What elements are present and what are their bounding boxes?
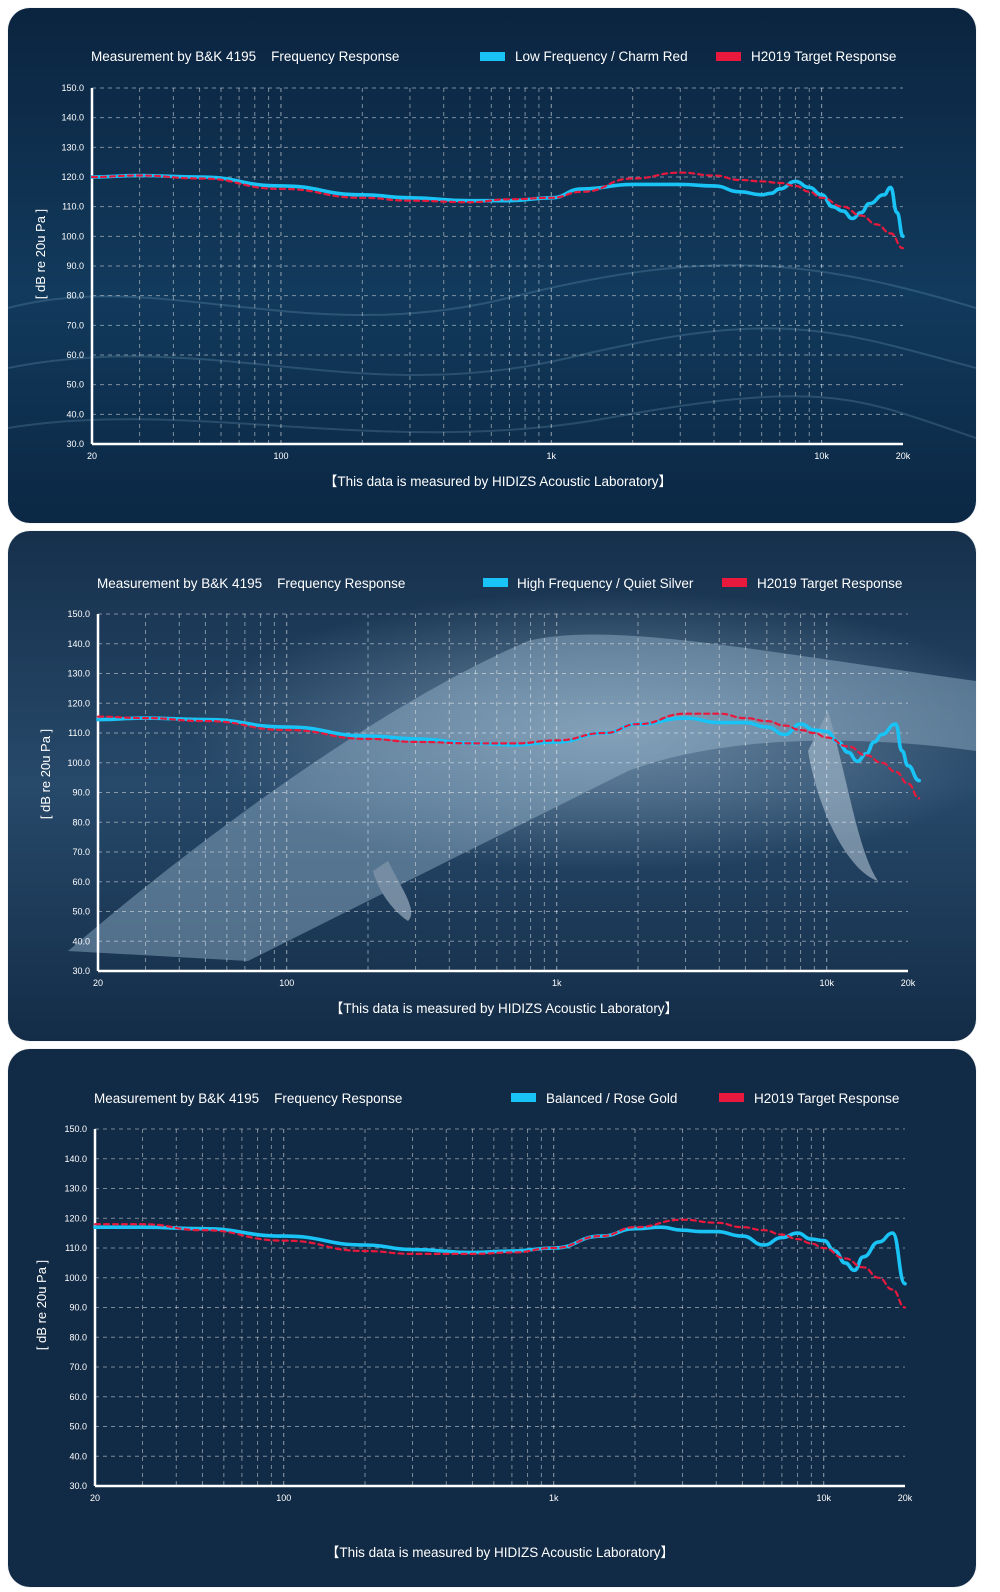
x-tick-label: 20 xyxy=(87,451,97,461)
y-tick-label: 100.0 xyxy=(67,758,90,768)
chart-panel-1: Measurement by B&K 4195 Frequency Respon… xyxy=(8,8,976,523)
y-tick-label: 40.0 xyxy=(66,409,84,419)
x-tick-label: 20k xyxy=(896,451,911,461)
footer-note: 【This data is measured by HIDIZS Acousti… xyxy=(330,1001,678,1016)
legend-swatch-measured xyxy=(511,1093,536,1102)
legend-label-measured: Low Frequency / Charm Red xyxy=(515,49,688,64)
x-tick-label: 10k xyxy=(819,978,834,988)
x-tick-label: 100 xyxy=(279,978,294,988)
x-tick-label: 20 xyxy=(93,978,103,988)
y-tick-label: 90.0 xyxy=(66,261,84,271)
target-response-line xyxy=(90,171,905,250)
x-tick-label: 1k xyxy=(552,978,562,988)
y-tick-label: 110.0 xyxy=(68,728,90,738)
chart-title: Measurement by B&K 4195 Frequency Respon… xyxy=(97,576,405,591)
y-tick-label: 130.0 xyxy=(67,669,90,679)
legend-swatch-measured xyxy=(483,578,508,587)
plot-area: 150.0 140.0 130.0 120.0 110.0 100.0 90.0 80.0 70… xyxy=(61,83,910,461)
y-axis-label: [ dB re 20u Pa ] xyxy=(38,729,53,819)
y-tick-label: 120.0 xyxy=(64,1213,87,1223)
y-tick-label: 80.0 xyxy=(72,817,90,827)
legend-swatch-measured xyxy=(480,52,505,61)
y-tick-label: 60.0 xyxy=(72,877,90,887)
legend-label-measured: High Frequency / Quiet Silver xyxy=(517,576,694,591)
y-tick-label: 140.0 xyxy=(67,639,90,649)
y-tick-label: 70.0 xyxy=(69,1362,87,1372)
y-tick-label: 140.0 xyxy=(61,113,84,123)
y-tick-label: 150.0 xyxy=(64,1124,87,1134)
y-tick-label: 90.0 xyxy=(69,1303,87,1313)
y-tick-label: 80.0 xyxy=(66,291,84,301)
y-tick-label: 40.0 xyxy=(69,1451,87,1461)
legend-label-target: H2019 Target Response xyxy=(757,576,902,591)
legend-swatch-target xyxy=(722,578,747,587)
y-tick-label: 50.0 xyxy=(69,1422,87,1432)
y-tick-label: 140.0 xyxy=(64,1154,87,1164)
plot-area: 150.0 140.0 130.0 120.0 110.0 100.0 90.0 80.0 70… xyxy=(67,609,921,988)
footer-note: 【This data is measured by HIDIZS Acousti… xyxy=(324,474,672,489)
y-tick-label: 60.0 xyxy=(69,1392,87,1402)
footer-note: 【This data is measured by HIDIZS Acousti… xyxy=(326,1545,674,1560)
legend: High Frequency / Quiet Silver H2019 Targ… xyxy=(483,576,902,591)
chart-title: Measurement by B&K 4195 Frequency Respon… xyxy=(94,1091,402,1106)
x-tick-label: 100 xyxy=(273,451,288,461)
y-tick-label: 150.0 xyxy=(61,83,84,93)
x-tick-label: 20k xyxy=(901,978,916,988)
x-tick-label: 1k xyxy=(547,451,557,461)
frequency-response-chart-3: Measurement by B&K 4195 Frequency Respon… xyxy=(8,1049,976,1587)
target-response-line xyxy=(96,712,921,800)
target-response-line xyxy=(93,1218,907,1309)
y-tick-label: 50.0 xyxy=(66,380,84,390)
chart-panel-3: Measurement by B&K 4195 Frequency Respon… xyxy=(8,1049,976,1587)
legend-swatch-target xyxy=(716,52,741,61)
x-tick-label: 20 xyxy=(90,1493,100,1503)
y-tick-label: 110.0 xyxy=(62,202,84,212)
chart-panel-2: Measurement by B&K 4195 Frequency Respon… xyxy=(8,531,976,1041)
y-tick-label: 70.0 xyxy=(66,320,84,330)
y-tick-label: 30.0 xyxy=(72,966,90,976)
x-tick-label: 10k xyxy=(814,451,829,461)
y-tick-label: 90.0 xyxy=(72,788,90,798)
y-tick-label: 100.0 xyxy=(64,1273,87,1283)
y-tick-label: 60.0 xyxy=(66,350,84,360)
y-tick-label: 100.0 xyxy=(61,231,84,241)
plot-area: 150.0 140.0 130.0 120.0 110.0 100.0 90.0 80.0 70… xyxy=(64,1124,912,1503)
y-tick-label: 130.0 xyxy=(64,1184,87,1194)
measured-response-line xyxy=(90,173,905,239)
legend-label-target: H2019 Target Response xyxy=(754,1091,899,1106)
y-axis-label: [ dB re 20u Pa ] xyxy=(34,1260,49,1350)
legend-swatch-target xyxy=(719,1093,744,1102)
x-tick-label: 100 xyxy=(276,1493,291,1503)
y-tick-label: 120.0 xyxy=(67,698,90,708)
y-tick-label: 130.0 xyxy=(61,142,84,152)
legend-label-target: H2019 Target Response xyxy=(751,49,896,64)
chart-title: Measurement by B&K 4195 Frequency Respon… xyxy=(91,49,399,64)
frequency-response-chart-1: Measurement by B&K 4195 Frequency Respon… xyxy=(8,8,976,523)
legend: Low Frequency / Charm Red H2019 Target R… xyxy=(480,49,896,64)
frequency-response-chart-2: Measurement by B&K 4195 Frequency Respon… xyxy=(8,531,976,1041)
measured-response-line xyxy=(93,1225,907,1286)
legend-label-measured: Balanced / Rose Gold xyxy=(546,1091,677,1106)
x-tick-label: 20k xyxy=(898,1493,913,1503)
y-tick-label: 70.0 xyxy=(72,847,90,857)
y-axis-label: [ dB re 20u Pa ] xyxy=(33,209,48,299)
y-tick-label: 50.0 xyxy=(72,907,90,917)
y-tick-label: 80.0 xyxy=(69,1332,87,1342)
y-tick-label: 110.0 xyxy=(65,1243,87,1253)
x-tick-label: 10k xyxy=(816,1493,831,1503)
y-tick-label: 150.0 xyxy=(67,609,90,619)
measured-response-line xyxy=(96,716,921,783)
y-tick-label: 120.0 xyxy=(61,172,84,182)
y-tick-label: 30.0 xyxy=(69,1481,87,1491)
y-tick-label: 30.0 xyxy=(66,439,84,449)
x-tick-label: 1k xyxy=(549,1493,559,1503)
y-tick-label: 40.0 xyxy=(72,936,90,946)
legend: Balanced / Rose Gold H2019 Target Respon… xyxy=(511,1091,899,1106)
